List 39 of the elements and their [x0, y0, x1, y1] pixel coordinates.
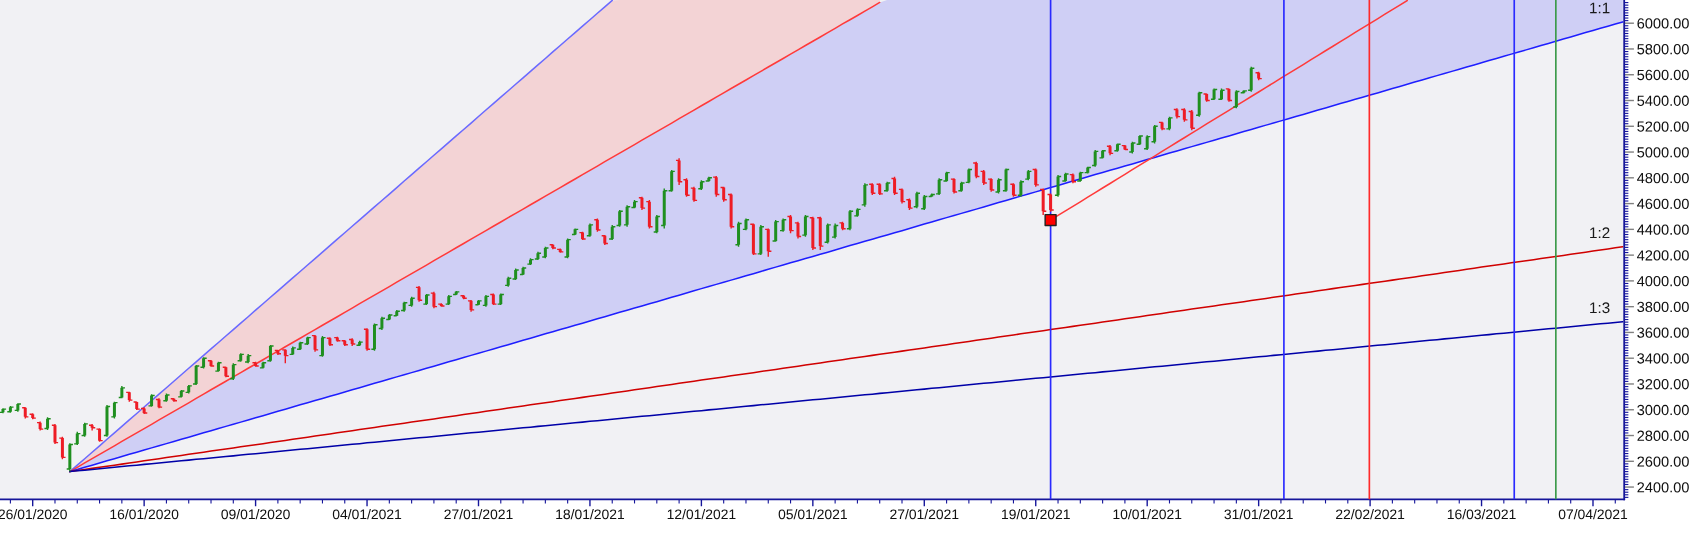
x-tick-label: 09/01/2020	[221, 509, 290, 520]
y-tick-label: 5200.00	[1637, 121, 1689, 132]
series-label: 1:1	[1590, 2, 1610, 14]
line-series	[69, 0, 613, 473]
x-tick-label: 16/01/2020	[110, 509, 179, 520]
line-series	[69, 320, 1624, 473]
x-tick-label: 31/01/2021	[1224, 509, 1293, 520]
y-tick-label: 5800.00	[1637, 44, 1689, 55]
y-tick-label: 3600.00	[1637, 327, 1689, 338]
y-tick-label: 3200.00	[1637, 379, 1689, 390]
series-label: 1:2	[1590, 227, 1610, 239]
y-tick-label: 3000.00	[1637, 404, 1689, 416]
y-tick-label: 3400.00	[1637, 353, 1689, 364]
x-tick-label: 18/01/2021	[556, 509, 625, 520]
y-tick-label: 4000.00	[1637, 276, 1689, 287]
y-tick-label: 3800.00	[1637, 301, 1689, 313]
line-series	[69, 245, 1624, 473]
y-tick-label: 2400.00	[1637, 482, 1689, 493]
x-tick-label: 04/01/2021	[332, 509, 402, 520]
x-tick-label: 16/03/2021	[1447, 509, 1516, 520]
x-tick-label: 05/01/2021	[778, 509, 847, 520]
y-tick-label: 5600.00	[1637, 69, 1689, 81]
y-tick-label: 4200.00	[1637, 250, 1689, 261]
x-tick-label: 12/01/2021	[667, 509, 736, 520]
y-tick-label: 4400.00	[1637, 224, 1689, 235]
y-tick-label: 5400.00	[1637, 95, 1689, 106]
series-label: 1:3	[1590, 302, 1610, 314]
y-tick-label: 4600.00	[1637, 198, 1689, 210]
y-tick-label: 4800.00	[1637, 172, 1689, 184]
x-tick-label: 27/01/2021	[890, 509, 959, 520]
y-tick-label: 2800.00	[1637, 430, 1689, 441]
y-tick-label: 5000.00	[1637, 147, 1689, 158]
x-tick-label: 22/02/2021	[1336, 509, 1405, 520]
x-tick-label: 10/01/2021	[1113, 509, 1182, 520]
y-tick-label: 2600.00	[1637, 456, 1689, 467]
x-tick-label: 07/04/2021	[1558, 509, 1628, 520]
x-tick-label: 27/01/2021	[444, 509, 513, 520]
y-tick-label: 6000.00	[1637, 18, 1689, 29]
x-tick-label: 19/01/2021	[1002, 509, 1070, 520]
